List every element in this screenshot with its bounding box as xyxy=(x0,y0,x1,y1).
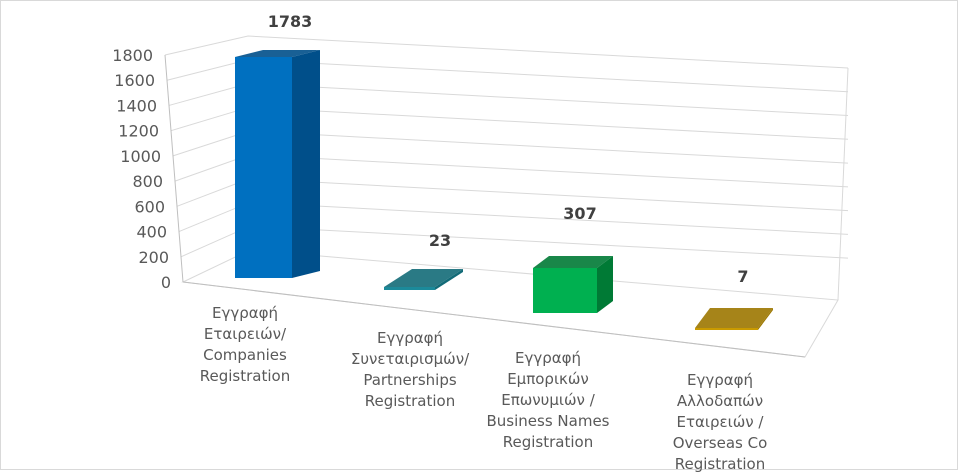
y-tick-label: 1200 xyxy=(118,122,159,141)
y-tick-label: 600 xyxy=(134,197,165,216)
bar-side xyxy=(292,50,320,278)
category-label-line: Εταιρειών/ xyxy=(203,325,287,343)
category-label-line: Companies xyxy=(203,346,287,364)
y-tick-label: 400 xyxy=(136,223,167,242)
category-label-line: Overseas Co xyxy=(672,434,768,452)
bar-top xyxy=(533,256,613,268)
y-tick-label: 1800 xyxy=(112,46,153,65)
y-tick-label: 1400 xyxy=(116,96,157,115)
category-label-line: Εγγραφή xyxy=(514,349,582,367)
bar xyxy=(695,328,758,330)
data-label: 23 xyxy=(429,231,451,250)
category-label-line: Εγγραφή xyxy=(686,371,754,389)
category-label-line: Registration xyxy=(674,455,766,473)
category-label-line: Εμπορικών xyxy=(507,370,589,388)
bar-side xyxy=(758,308,773,330)
gridline xyxy=(164,35,849,69)
category-label-line: Επωνυμιών / xyxy=(501,391,595,409)
category-label-line: Εγγραφή xyxy=(211,304,279,322)
category-label-line: Συνεταιρισμών/ xyxy=(350,350,470,368)
x-axis xyxy=(182,281,806,358)
data-label: 307 xyxy=(563,204,596,223)
bar xyxy=(384,287,435,290)
category-label-line: Εταιρειών / xyxy=(676,413,764,431)
category-label-line: Registration xyxy=(502,433,594,451)
back-wall-right-edge xyxy=(837,67,849,301)
category-label: Εγγραφή Εμπορικών Επωνυμιών / Business Name… xyxy=(463,348,633,453)
bar xyxy=(235,57,292,278)
category-label-line: Partnerships xyxy=(363,371,457,389)
y-tick-label: 200 xyxy=(138,248,169,267)
bar xyxy=(533,268,597,313)
category-label: Εγγραφή Εταιρειών/Companies Registration xyxy=(160,303,330,387)
category-label: Εγγραφή Αλλοδαπών Εταιρειών / Overseas Co Re… xyxy=(635,370,805,475)
category-label-line: Εγγραφή xyxy=(376,329,444,347)
category-label-line: Business Names xyxy=(486,412,610,430)
data-label: 1783 xyxy=(268,12,313,31)
bar-top xyxy=(695,308,773,328)
category-label: Εγγραφή Συνεταιρισμών/Partnerships Registr… xyxy=(325,328,495,412)
bar-side xyxy=(597,256,613,313)
bar-side xyxy=(435,269,463,290)
category-label-line: Registration xyxy=(199,367,291,385)
category-label-line: Αλλοδαπών xyxy=(676,392,764,410)
y-tick-label: 1000 xyxy=(120,147,161,166)
bar-top xyxy=(235,50,320,57)
category-label-line: Registration xyxy=(364,392,456,410)
y-axis xyxy=(164,54,184,283)
y-tick-label: 1600 xyxy=(114,71,155,90)
bar-top xyxy=(384,269,463,288)
y-tick-label: 0 xyxy=(161,273,171,292)
data-label: 7 xyxy=(737,267,748,286)
y-tick-label: 800 xyxy=(132,172,163,191)
